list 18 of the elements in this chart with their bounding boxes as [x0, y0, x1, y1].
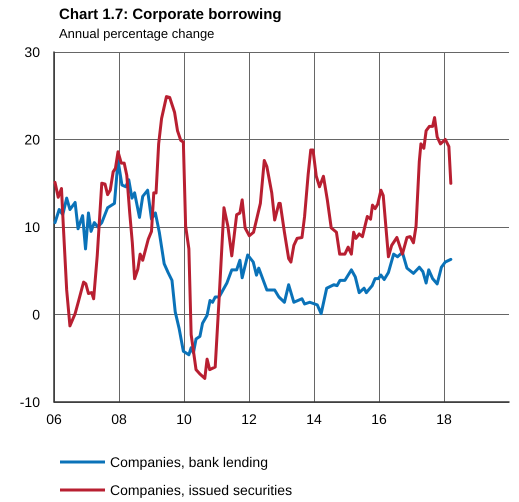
y-tick-label: 0	[32, 306, 40, 322]
chart-title: Chart 1.7: Corporate borrowing	[59, 6, 282, 23]
x-tick-label: 14	[306, 411, 322, 427]
x-tick-label: 10	[176, 411, 192, 427]
y-tick-label: -10	[20, 394, 40, 410]
legend-label: Companies, bank lending	[110, 454, 268, 470]
x-tick-label: 08	[111, 411, 127, 427]
x-tick-label: 18	[436, 411, 452, 427]
y-tick-label: 20	[24, 132, 40, 148]
x-tick-label: 16	[371, 411, 387, 427]
legend-label: Companies, issued securities	[110, 482, 292, 498]
line-series	[53, 95, 452, 380]
x-tick-label: 12	[241, 411, 257, 427]
y-tick-label: 10	[24, 219, 40, 235]
y-tick-label: 30	[24, 44, 40, 60]
x-tick-label: 06	[46, 411, 62, 427]
line-series	[53, 159, 452, 356]
chart-subtitle: Annual percentage change	[59, 26, 214, 41]
